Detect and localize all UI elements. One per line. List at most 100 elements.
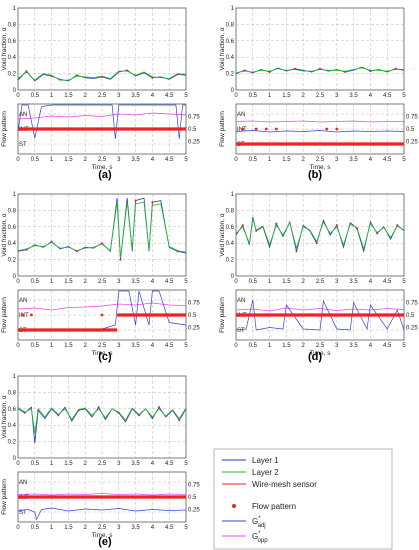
x-tick-label: 4.5 [383, 157, 392, 163]
y-tick-label: 1 [13, 374, 17, 380]
wms-point [77, 409, 80, 412]
x-tick-label: 3 [335, 93, 339, 99]
flow-pattern-marker [21, 313, 25, 317]
x-tick-label: 0.5 [31, 157, 40, 163]
x-tick-label: 0 [16, 461, 20, 467]
y-tick-label: 0.8 [8, 22, 17, 28]
x-tick-label: 1.5 [282, 157, 291, 163]
x-tick-label: 4 [151, 525, 155, 531]
wms-point [57, 414, 60, 417]
x-tick-label: 2.5 [316, 93, 325, 99]
legend-label: G* opp [252, 531, 268, 544]
panel-1: 0 0.5 1 1.5 2 2.5 3 3.5 4 4.5 5 0 0.2 0.4 0.6 0.8 1 Void … [1, 6, 200, 181]
wms-point [117, 411, 120, 414]
wms-point [275, 222, 278, 225]
panel-5: 0 0.5 1 1.5 2 2.5 3 3.5 4 4.5 5 0 0.2 0.4 0.6 0.8 1 Void … [1, 374, 200, 548]
x-tick-label: 3.5 [131, 343, 140, 349]
y-tick-label: 0.4 [8, 55, 17, 61]
x-tick-label: 0.5 [249, 93, 258, 99]
x-tick-label: 1 [50, 157, 54, 163]
x-tick-label: 2 [84, 157, 88, 163]
x-tick-label: 3 [117, 461, 121, 467]
series-line-layer-2 [235, 218, 405, 251]
x-tick-label: 4.5 [165, 525, 174, 531]
x-tick-label: 3.5 [131, 279, 140, 285]
right-tick-label: 0.5 [406, 313, 415, 319]
x-tick-label: 0.5 [249, 157, 258, 163]
x-tick-label: 2.5 [98, 461, 107, 467]
legend-label: Layer 2 [252, 468, 279, 477]
panel-caption: (b) [308, 169, 322, 181]
x-tick-label: 1.5 [282, 279, 291, 285]
wms-point [315, 242, 318, 245]
y-axis-label: Void fraction, α [219, 213, 226, 256]
right-tick-label: 0.75 [406, 301, 418, 307]
y-tick-label: 1 [13, 192, 17, 198]
y-tick-label: 1 [231, 192, 235, 198]
wms-point [119, 258, 122, 261]
y-tick-label: 0.8 [8, 390, 17, 396]
x-tick-label: 2 [302, 157, 306, 163]
level-label-an: AN [19, 112, 27, 118]
wms-point [126, 69, 129, 72]
x-tick-label: 1.5 [282, 93, 291, 99]
x-tick-label: 1.5 [64, 93, 73, 99]
series-line-layer-2 [17, 406, 187, 434]
x-tick-label: 0 [234, 343, 238, 349]
x-tick-label: 2.5 [98, 157, 107, 163]
x-tick-label: 0 [16, 525, 20, 531]
x-tick-label: 4 [151, 157, 155, 163]
x-tick-label: 5 [184, 93, 188, 99]
x-tick-label: 1 [50, 461, 54, 467]
y-tick-label: 0.4 [226, 55, 235, 61]
x-tick-label: 5 [402, 279, 406, 285]
y-tick-label: 0 [13, 274, 17, 280]
x-tick-label: 1.5 [64, 279, 73, 285]
level-label-an: AN [237, 298, 245, 304]
y-axis-label: Flow pattern [1, 479, 8, 515]
x-tick-label: 3 [117, 525, 121, 531]
x-tick-label: 3.5 [131, 461, 140, 467]
series-line-g-opp [17, 493, 187, 496]
x-tick-label: 4 [151, 461, 155, 467]
wms-point [319, 67, 321, 70]
wms-point [178, 419, 181, 422]
x-tick-label: 3.5 [349, 93, 358, 99]
panel-caption: (d) [308, 351, 322, 363]
flow-pattern-marker [100, 313, 104, 317]
right-tick-label: 0.5 [188, 495, 197, 501]
x-tick-label: 1.5 [64, 525, 73, 531]
x-tick-label: 3.5 [349, 343, 358, 349]
x-tick-label: 4 [369, 157, 373, 163]
x-axis-label: Time, s [91, 350, 113, 357]
x-tick-label: 1 [268, 93, 272, 99]
y-tick-label: 0.2 [8, 440, 17, 446]
y-tick-label: 0.6 [8, 39, 17, 45]
legend-label: Flow pattern [252, 502, 296, 511]
wms-point [151, 76, 154, 79]
wms-point [151, 201, 154, 204]
x-tick-label: 3 [335, 279, 339, 285]
y-tick-label: 0.8 [8, 208, 17, 214]
x-tick-label: 2 [84, 93, 88, 99]
wms-point [75, 74, 78, 77]
x-tick-label: 4.5 [165, 279, 174, 285]
y-tick-label: 0.6 [8, 225, 17, 231]
wms-point [344, 70, 347, 73]
x-axis-label: Time, s [91, 532, 113, 539]
x-tick-label: 0 [16, 157, 20, 163]
right-tick-label: 0.75 [188, 115, 200, 121]
legend-marker [232, 504, 236, 508]
x-tick-label: 0.5 [31, 93, 40, 99]
x-tick-label: 2 [302, 279, 306, 285]
x-tick-label: 5 [402, 343, 406, 349]
x-tick-label: 2 [302, 343, 306, 349]
right-tick-label: 0.25 [188, 326, 200, 332]
x-tick-label: 0.5 [31, 343, 40, 349]
x-tick-label: 4.5 [165, 343, 174, 349]
y-tick-label: 0.2 [226, 258, 235, 264]
y-tick-label: 1 [231, 6, 235, 12]
wms-point [50, 240, 53, 243]
series-line-g-opp [235, 120, 404, 123]
x-tick-label: 1 [50, 279, 54, 285]
